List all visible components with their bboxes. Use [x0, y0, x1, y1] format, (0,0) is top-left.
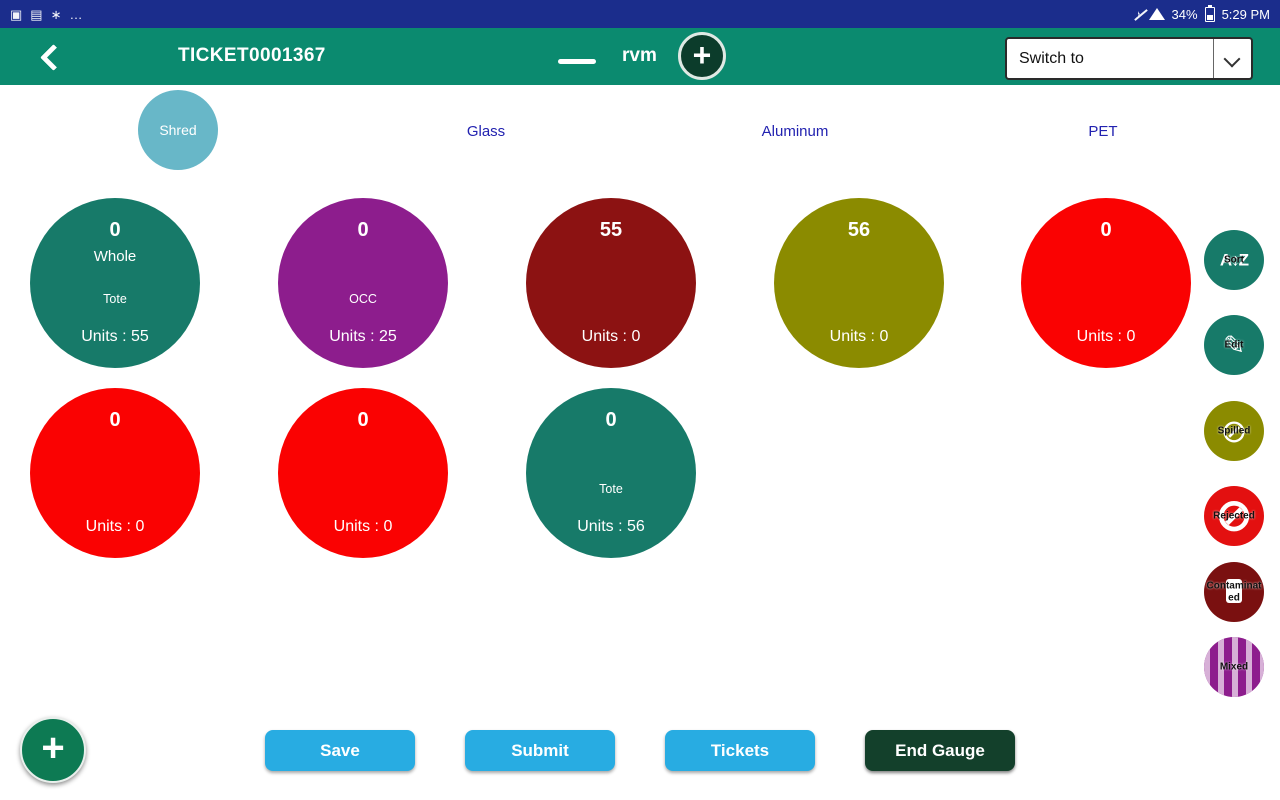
clock: 5:29 PM — [1221, 6, 1270, 22]
rvm-label: rvm — [622, 45, 657, 66]
app-bar: TICKET0001367 rvm + Switch to — [0, 28, 1280, 85]
sort-button[interactable]: A↕Z Sort — [1204, 230, 1264, 290]
status-left-icons: ▣ ▤ ∗ … — [10, 8, 83, 21]
slash-circle-icon: ⊘ — [1220, 413, 1248, 449]
circle-value: 0 — [357, 219, 369, 241]
category-glass[interactable]: Glass — [466, 123, 506, 140]
circle-units: Units : 0 — [1076, 328, 1136, 345]
count-circle[interactable]: 0 Units : 0 — [278, 388, 448, 558]
pencil-icon: ✎ — [1223, 330, 1245, 360]
contaminated-label: Contaminated — [1206, 580, 1262, 604]
category-aluminum[interactable]: Aluminum — [761, 123, 829, 140]
status-bar: ▣ ▤ ∗ … ♪ 34% 5:29 PM — [0, 0, 1280, 28]
circle-units: Units : 0 — [85, 518, 145, 535]
rejected-label: Rejected — [1213, 510, 1255, 522]
count-circle-aluminum[interactable]: 56 Units : 0 — [774, 198, 944, 368]
mute-icon: ♪ — [1135, 6, 1142, 22]
circle-units: Units : 55 — [81, 328, 149, 345]
count-circle[interactable]: 0 Units : 0 — [30, 388, 200, 558]
contaminated-button[interactable]: Contaminated — [1204, 562, 1264, 622]
count-circle-occ[interactable]: 0 OCC Units : 25 — [278, 198, 448, 368]
circle-value: 55 — [599, 219, 623, 241]
circle-units: Units : 56 — [577, 518, 645, 535]
circle-sublabel: OCC — [349, 292, 377, 306]
back-button[interactable] — [36, 42, 70, 72]
more-notifications-icon: … — [69, 6, 83, 22]
count-circle-whole-tote[interactable]: 0 Whole Tote Units : 55 — [30, 198, 200, 368]
submit-button[interactable]: Submit — [465, 730, 615, 771]
circle-units: Units : 0 — [829, 328, 889, 345]
count-circle-pet[interactable]: 0 Units : 0 — [1021, 198, 1191, 368]
wifi-icon — [1148, 8, 1165, 20]
circle-value: 0 — [1100, 219, 1112, 241]
switch-to-dropdown[interactable]: Switch to — [1005, 37, 1253, 80]
circle-units: Units : 0 — [581, 328, 641, 345]
edit-button[interactable]: ✎ Edit — [1204, 315, 1264, 375]
spilled-label: Spilled — [1217, 425, 1251, 437]
battery-percent: 34% — [1171, 6, 1198, 22]
circle-sublabel: Tote — [103, 292, 127, 306]
spilled-button[interactable]: ⊘ Spilled — [1204, 401, 1264, 461]
circle-value: 56 — [847, 219, 871, 241]
sort-az-icon: A↕Z — [1219, 250, 1249, 270]
save-button[interactable]: Save — [265, 730, 415, 771]
circle-units: Units : 0 — [333, 518, 393, 535]
bottle-icon — [1226, 579, 1242, 603]
chevron-down-icon[interactable] — [1213, 39, 1251, 78]
tickets-button[interactable]: Tickets — [665, 730, 815, 771]
status-right-icons: ♪ 34% 5:29 PM — [1135, 4, 1270, 22]
screenshot-icon: ▣ — [10, 6, 23, 22]
circle-value: 0 — [605, 409, 617, 431]
increment-button[interactable]: + — [678, 32, 726, 80]
mixed-label: Mixed — [1219, 661, 1249, 673]
battery-icon — [1204, 4, 1215, 22]
circle-value: 0 — [357, 409, 369, 431]
ticket-title: TICKET0001367 — [178, 45, 326, 66]
count-circle-glass[interactable]: 55 Units : 0 — [526, 198, 696, 368]
circle-value: 0 — [109, 409, 121, 431]
circle-value: 0 — [109, 219, 121, 241]
rejected-button[interactable]: ⊘ Rejected — [1204, 486, 1264, 546]
mixed-button[interactable]: Mixed — [1204, 637, 1264, 697]
add-fab-button[interactable]: + — [20, 717, 86, 783]
count-circle-tote[interactable]: 0 Tote Units : 56 — [526, 388, 696, 558]
circle-units: Units : 25 — [329, 328, 397, 345]
category-shred[interactable]: Shred — [138, 90, 218, 170]
circle-sublabel: Tote — [599, 482, 623, 496]
switch-to-label: Switch to — [1019, 49, 1084, 67]
end-gauge-button[interactable]: End Gauge — [865, 730, 1015, 771]
gallery-icon: ▤ — [30, 6, 43, 22]
category-pet[interactable]: PET — [1088, 123, 1118, 140]
decrement-button[interactable] — [558, 54, 596, 70]
vibrate-icon: ∗ — [50, 6, 62, 22]
sort-label: Sort — [1224, 254, 1244, 266]
prohibition-icon: ⊘ — [1215, 491, 1253, 540]
edit-label: Edit — [1224, 339, 1244, 351]
circle-label: Whole — [93, 248, 137, 265]
